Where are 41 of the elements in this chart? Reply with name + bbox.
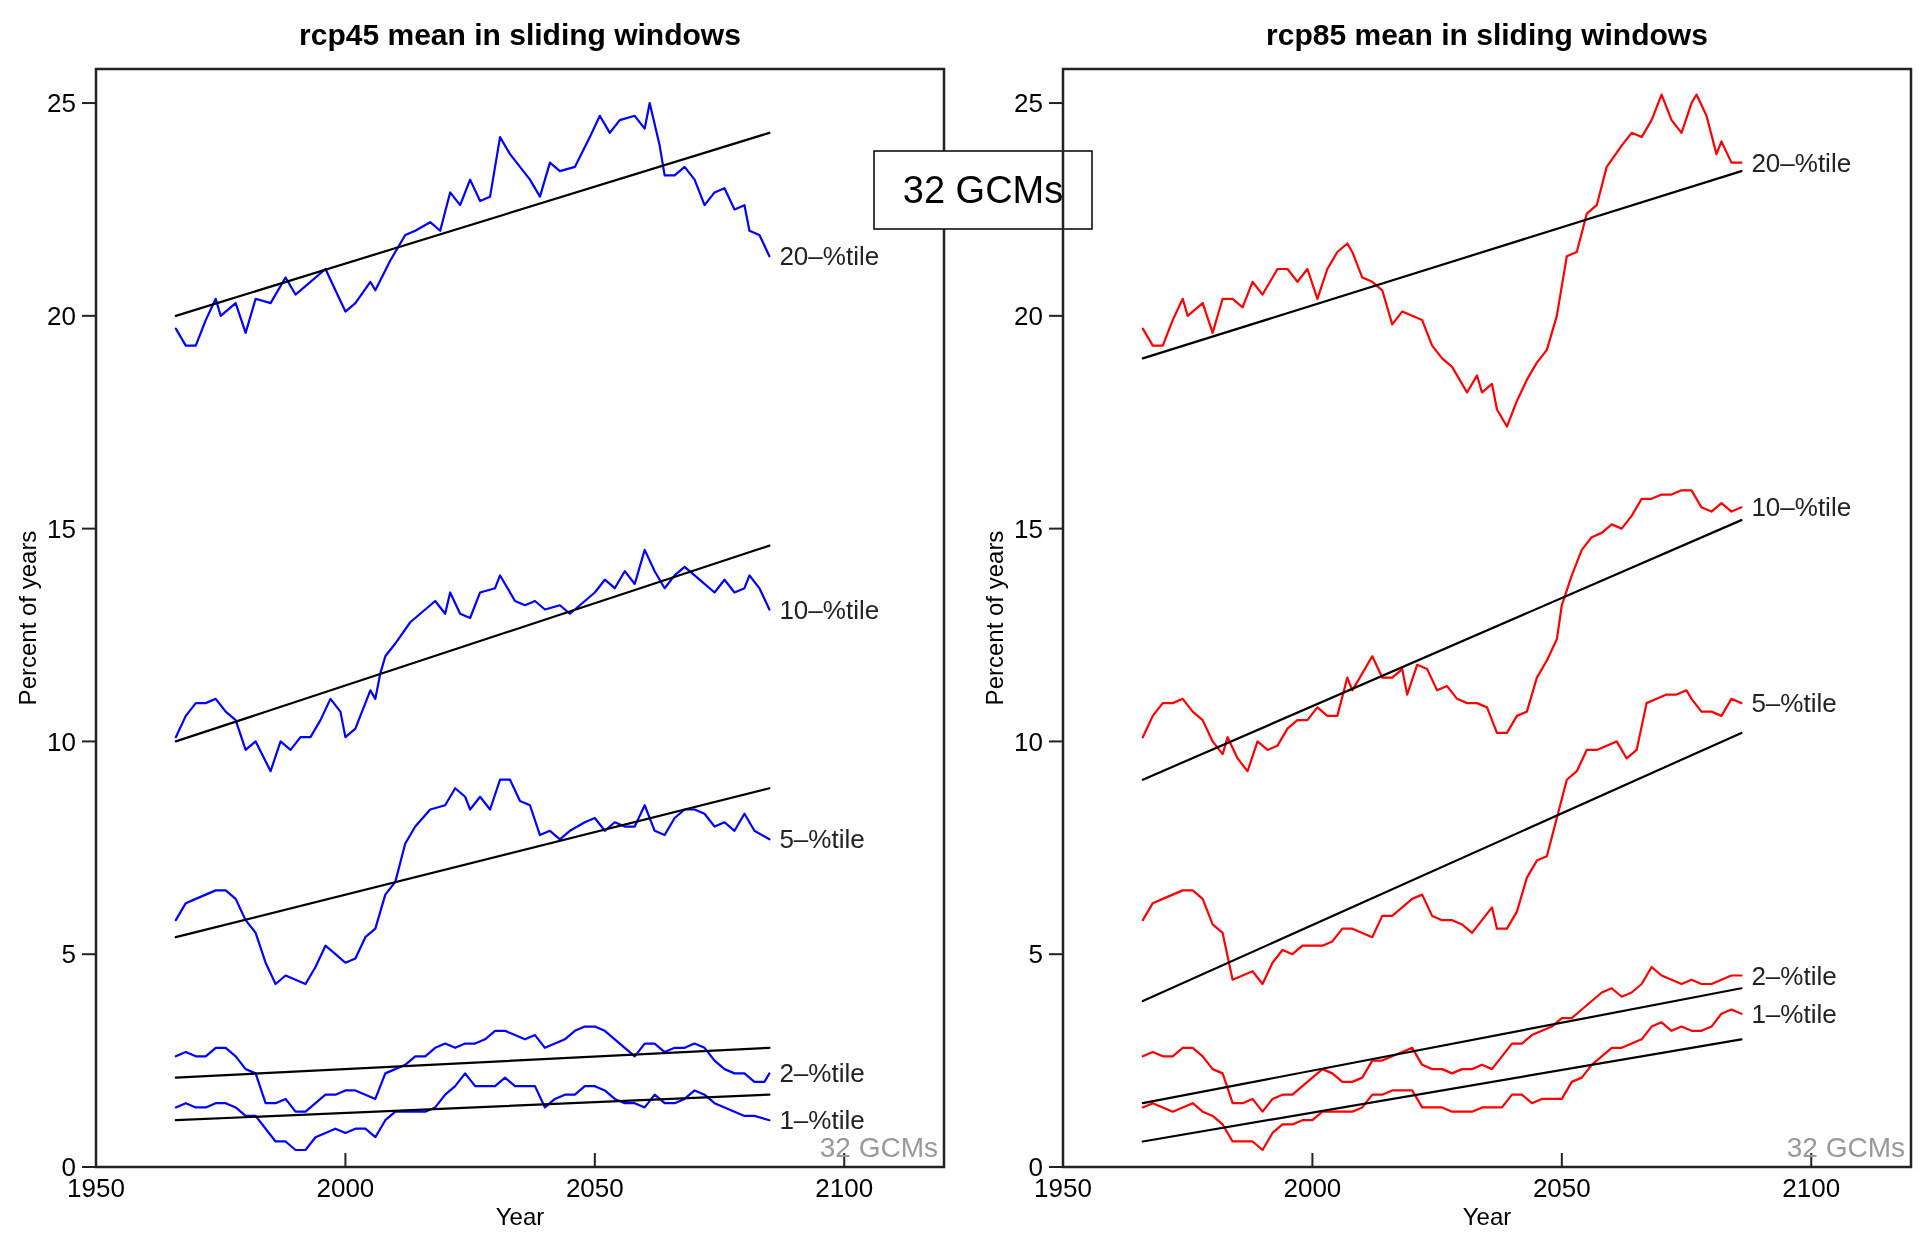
y-tick-label: 5 — [1028, 939, 1043, 970]
x-tick-label: 2000 — [1283, 1173, 1342, 1203]
y-tick-label: 25 — [1014, 88, 1043, 119]
chart-title: rcp45 mean in sliding windows — [299, 18, 741, 51]
x-tick-label: 2050 — [1532, 1173, 1591, 1203]
x-tick-label: 2000 — [316, 1173, 375, 1203]
y-axis-title: Percent of years — [981, 530, 1008, 706]
y-tick-label: 10 — [47, 726, 76, 757]
annotation: 32 GCMs — [902, 169, 1064, 212]
series-label: 2–%tile — [779, 1058, 865, 1089]
line-series — [1141, 965, 1743, 1113]
line-series — [1141, 689, 1743, 986]
line-series — [1141, 1008, 1743, 1152]
y-tick-label: 15 — [47, 513, 76, 544]
x-tick-label: 2050 — [565, 1173, 624, 1203]
series-label: 10–%tile — [779, 594, 880, 625]
line-series — [1141, 93, 1743, 428]
line-series — [174, 778, 771, 986]
y-tick-label: 20 — [1014, 300, 1043, 331]
annotation: 32 GCMs — [1786, 1132, 1905, 1163]
series-label: 1–%tile — [1751, 998, 1837, 1029]
series-label: 20–%tile — [779, 241, 880, 272]
series-label: 10–%tile — [1751, 492, 1852, 523]
series-label: 2–%tile — [1751, 960, 1837, 991]
chart-title: rcp85 mean in sliding windows — [1266, 18, 1708, 51]
y-tick-label: 25 — [47, 88, 76, 119]
x-axis-title: Year — [495, 1203, 545, 1230]
line-series — [174, 101, 771, 347]
x-axis-title: Year — [1462, 1203, 1512, 1230]
x-tick-label: 2100 — [1782, 1173, 1841, 1203]
x-tick-label: 2100 — [815, 1173, 874, 1203]
series-label: 5–%tile — [779, 824, 865, 855]
y-axis-title: Percent of years — [14, 530, 41, 706]
line-series — [174, 1072, 771, 1152]
y-tick-label: 15 — [1014, 513, 1043, 544]
line-series — [174, 1025, 771, 1113]
y-tick-label: 20 — [47, 300, 76, 331]
series-label: 20–%tile — [1751, 147, 1852, 178]
y-tick-label: 10 — [1014, 726, 1043, 757]
series-label: 5–%tile — [1751, 688, 1837, 719]
y-tick-label: 5 — [61, 939, 76, 970]
